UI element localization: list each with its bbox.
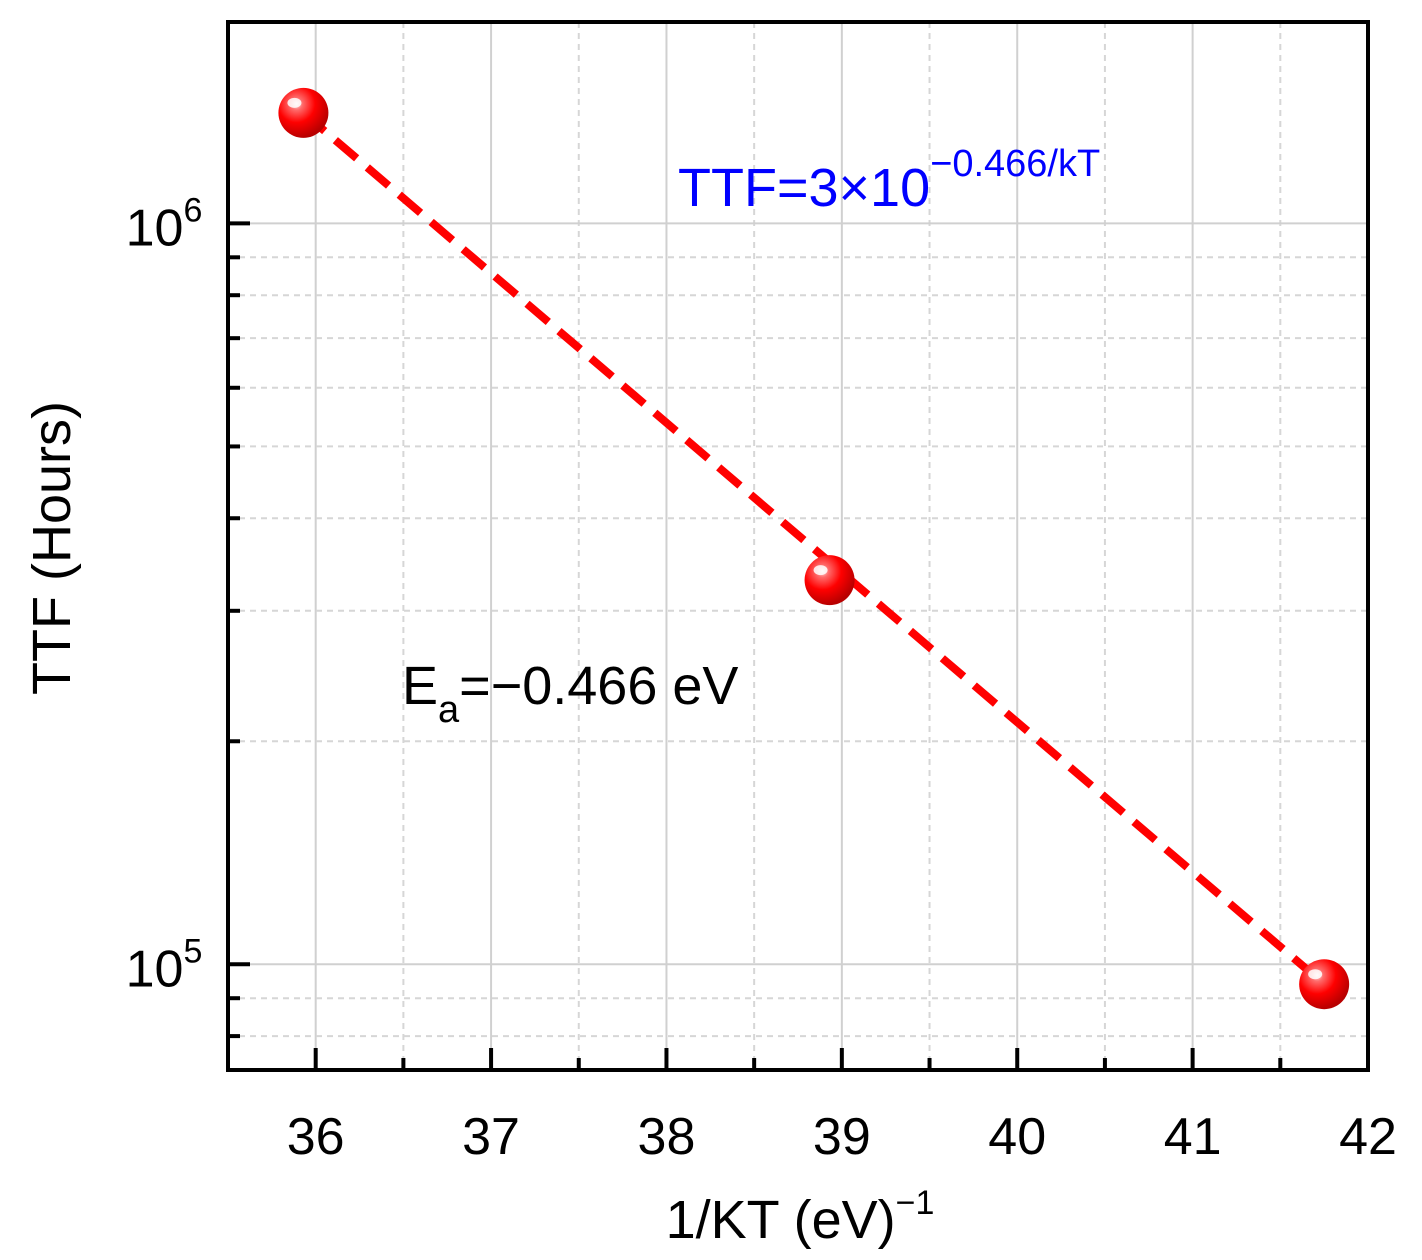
x-tick-label: 37 <box>462 1108 520 1166</box>
y-axis-title: TTF (Hours) <box>22 401 82 695</box>
y-tick-label: 105 <box>126 932 203 998</box>
data-point <box>804 555 855 606</box>
data-point-sphere <box>278 87 329 138</box>
tick-labels: 36 37 38 39 40 41 42 106 105 <box>126 191 1397 1166</box>
fit-line-layer <box>300 109 1327 988</box>
data-point <box>278 87 329 138</box>
grid-lines <box>228 22 1368 1070</box>
axis-ticks <box>226 221 1370 1070</box>
x-tick-label: 39 <box>813 1108 871 1166</box>
x-tick-label: 41 <box>1164 1108 1222 1166</box>
data-point-sphere <box>1299 959 1350 1010</box>
y-tick-label: 106 <box>126 191 203 257</box>
data-point-highlight <box>287 97 302 108</box>
data-point-highlight <box>1308 969 1323 980</box>
fit-line <box>300 109 1327 988</box>
formula-annotation: TTF=3×10−0.466/kT <box>678 143 1100 218</box>
data-point-sphere <box>804 555 855 606</box>
x-tick-label: 40 <box>988 1108 1046 1166</box>
activation-energy-annotation: Ea=−0.466 eV <box>402 656 738 731</box>
data-points <box>278 87 1350 1010</box>
plot-area-frame <box>226 20 1370 1072</box>
x-tick-label: 42 <box>1339 1108 1397 1166</box>
x-tick-label: 36 <box>287 1108 345 1166</box>
data-point <box>1299 959 1350 1010</box>
data-point-highlight <box>813 565 828 576</box>
x-axis-title: 1/KT (eV)−1 <box>666 1184 935 1250</box>
x-tick-label: 38 <box>638 1108 696 1166</box>
